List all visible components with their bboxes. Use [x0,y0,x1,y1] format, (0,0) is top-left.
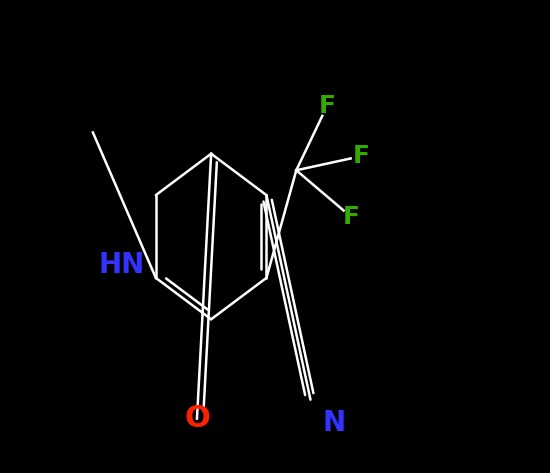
Text: N: N [322,409,346,438]
Text: F: F [353,144,370,168]
Text: F: F [343,205,360,229]
Text: O: O [184,404,210,433]
Text: F: F [318,95,336,119]
Text: HN: HN [98,251,145,279]
